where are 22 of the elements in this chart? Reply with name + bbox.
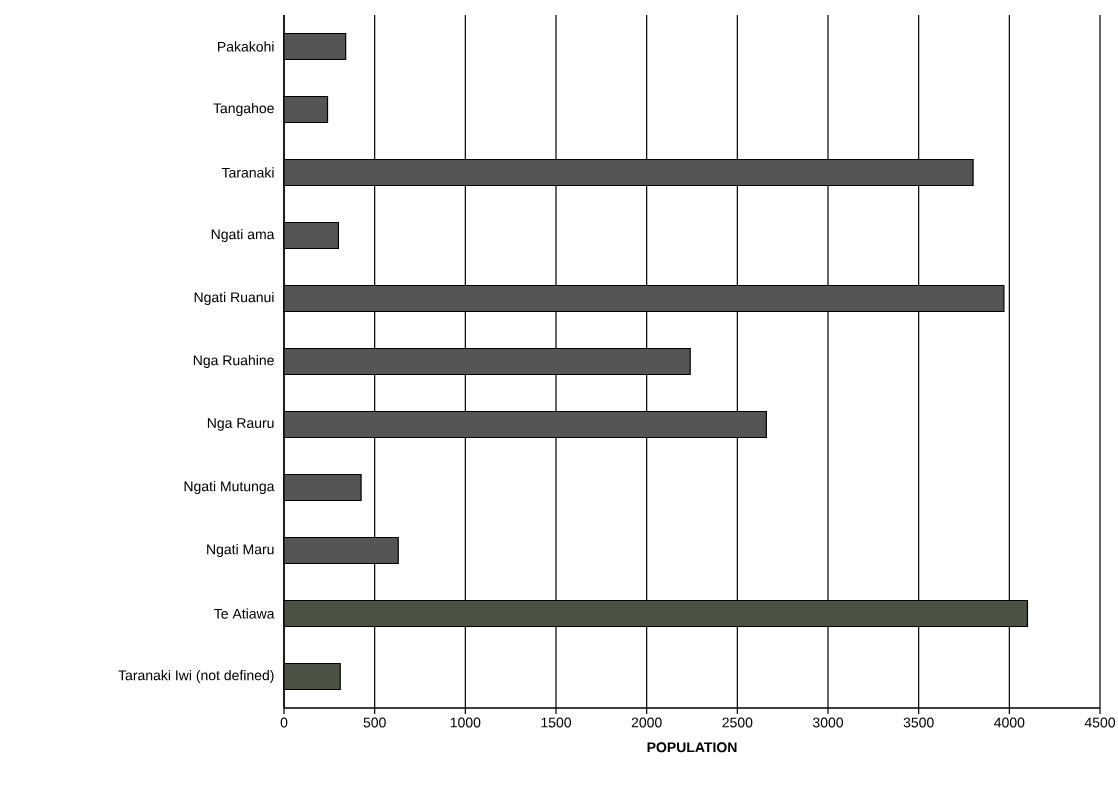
x-tick-label: 3500 (903, 717, 934, 728)
y-tick-label: Taranaki Iwi (not defined) (118, 669, 274, 684)
y-tick-label: Ngati Ruanui (194, 291, 274, 306)
y-tick-label: Nga Rauru (207, 418, 274, 431)
x-tick-label: 2500 (722, 717, 753, 728)
x-tick-label: 1500 (541, 717, 572, 728)
x-axis-title: POPULATION (647, 742, 737, 753)
y-tick-label: Ngati ama (211, 228, 275, 243)
y-tick-label: Te Atiawa (214, 608, 275, 619)
x-tick-label: 1000 (450, 717, 481, 728)
x-tick-label: 500 (363, 717, 386, 728)
x-tick-label: 3000 (812, 717, 844, 728)
y-tick-label: Ngati Maru (207, 543, 274, 558)
x-tick-label: 4500 (1084, 717, 1116, 728)
x-tick-label: 4000 (994, 717, 1025, 728)
y-tick-label: Nga Ruahine (193, 354, 274, 369)
y-tick-label: Tangahoe (213, 102, 274, 117)
y-tick-label: Ngati Mutunga (184, 480, 275, 495)
y-tick-label: Taranaki (221, 167, 274, 178)
x-tick-label: 0 (280, 717, 288, 728)
x-tick-label: 2000 (631, 717, 662, 728)
y-tick-label: Pakakohi (218, 41, 274, 52)
